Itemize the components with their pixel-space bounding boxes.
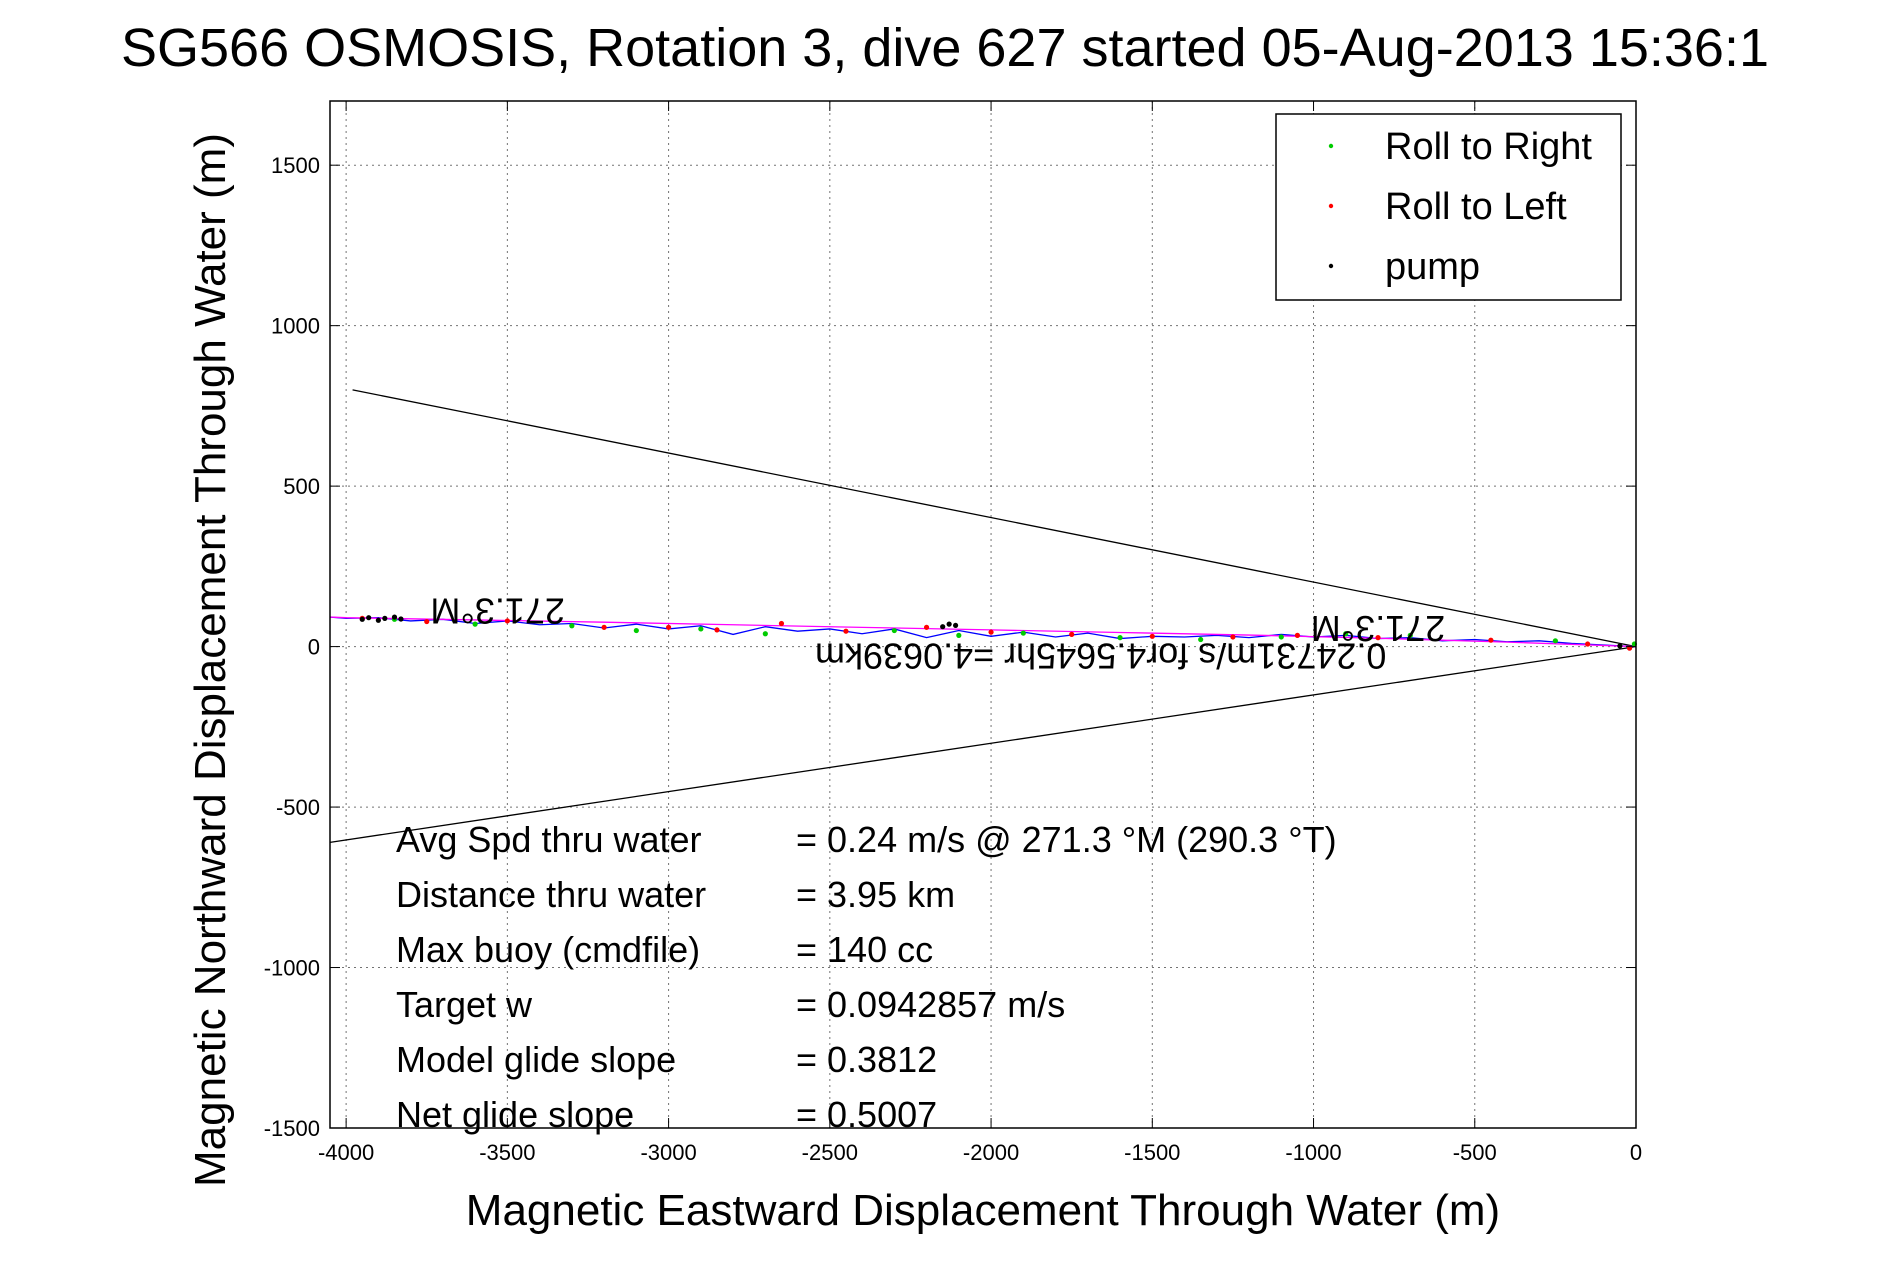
- legend-label: Roll to Left: [1385, 186, 1567, 228]
- stat-label: Net glide slope: [396, 1094, 634, 1135]
- reference-lines: [329, 389, 1637, 844]
- roll-left-marker: [1230, 634, 1236, 640]
- stat-label: Max buoy (cmdfile): [396, 929, 700, 970]
- y-tick-label: 1000: [271, 314, 320, 339]
- stat-value: = 0.24 m/s @ 271.3 °M (290.3 °T): [796, 819, 1337, 860]
- stat-label: Target w: [396, 984, 533, 1025]
- roll-left-marker: [1294, 632, 1301, 638]
- pump-marker: [946, 621, 952, 627]
- roll-left-marker: [424, 618, 430, 625]
- x-tick-label: -2000: [963, 1140, 1019, 1165]
- y-axis-label: Magnetic Northward Displacement Through …: [186, 133, 235, 1187]
- plot-frame: [329, 100, 1637, 1129]
- rotated-annotation: 0.24731m/s for4.5645hr =4.0639km: [815, 635, 1386, 676]
- pump-marker: [366, 615, 372, 621]
- reference-line: [329, 645, 1637, 844]
- x-tick-label: -500: [1453, 1140, 1497, 1165]
- roll-left-marker: [778, 620, 785, 627]
- y-tick-label: -500: [276, 795, 320, 820]
- x-tick-label: -1000: [1285, 1140, 1341, 1165]
- y-tick-label: -1000: [264, 956, 320, 981]
- roll-left-marker: [843, 628, 849, 634]
- roll-right-marker: [1343, 631, 1349, 637]
- rotated-annotation: 271.3°M: [1311, 608, 1445, 649]
- pump-marker: [398, 616, 404, 622]
- y-tick-label: -1500: [264, 1116, 320, 1141]
- roll-right-marker: [1278, 634, 1284, 640]
- x-tick-label: -3000: [640, 1140, 696, 1165]
- reference-line: [352, 389, 1637, 648]
- y-tick-label: 0: [308, 635, 320, 660]
- chart-title: SG566 OSMOSIS, Rotation 3, dive 627 star…: [121, 18, 1769, 78]
- stat-value: = 140 cc: [796, 929, 933, 970]
- roll-right-marker: [472, 621, 478, 627]
- roll-right-marker: [1117, 635, 1123, 641]
- pump-marker: [359, 616, 365, 622]
- roll-right-marker: [891, 627, 897, 634]
- roll-right-marker: [569, 623, 575, 629]
- y-tick-label: 1500: [271, 153, 320, 178]
- roll-left-marker: [1375, 635, 1381, 641]
- stat-value: = 0.5007: [796, 1094, 937, 1135]
- stat-label: Model glide slope: [396, 1039, 676, 1080]
- roll-left-marker: [1585, 641, 1591, 647]
- pump-marker: [952, 622, 959, 629]
- roll-right-marker: [633, 627, 639, 634]
- legend: Roll to Right Roll to Left pump: [1275, 113, 1622, 301]
- pump-marker: [375, 617, 381, 623]
- roll-right-marker: [1407, 632, 1413, 638]
- stats-block: Avg Spd thru water = 0.24 m/s @ 271.3 °M …: [396, 819, 1337, 1135]
- rotated-annotation: 271.3°M: [430, 590, 564, 631]
- pump-marker: [1617, 643, 1623, 649]
- pump-marker: [940, 624, 946, 630]
- roll-left-marker: [665, 624, 672, 630]
- roll-right-marker: [762, 631, 768, 637]
- roll-left-marker: [1069, 631, 1075, 637]
- annotations: 271.3°M 271.3°M0.24731m/s for4.5645hr =4.…: [430, 590, 1445, 676]
- roll-left-marker: [988, 629, 994, 635]
- roll-left-marker: [601, 624, 607, 630]
- stat-value: = 0.0942857 m/s: [796, 984, 1065, 1025]
- stat-value: = 3.95 km: [796, 874, 955, 915]
- roll-right-marker: [1020, 630, 1026, 636]
- legend-label: Roll to Right: [1385, 126, 1592, 168]
- axis-ticks: -4000 -3500 -3000 -2500 -2000 -1500 -1000 -500 0…: [264, 101, 1642, 1165]
- legend-box: [1275, 113, 1622, 301]
- x-tick-label: -4000: [318, 1140, 374, 1165]
- roll-right-marker: [698, 626, 704, 632]
- x-tick-label: -3500: [479, 1140, 535, 1165]
- x-axis-label: Magnetic Eastward Displacement Through W…: [466, 1186, 1500, 1235]
- stat-value: = 0.3812: [796, 1039, 937, 1080]
- x-tick-label: 0: [1630, 1140, 1642, 1165]
- roll-right-marker: [1198, 636, 1204, 643]
- pump-marker: [391, 614, 398, 620]
- series-line: [329, 616, 1637, 648]
- stat-label: Distance thru water: [396, 874, 706, 915]
- legend-marker: [1328, 143, 1334, 149]
- roll-right-marker: [1552, 638, 1558, 644]
- roll-left-marker: [714, 627, 720, 633]
- roll-right-marker: [956, 632, 962, 638]
- stat-label: Avg Spd thru water: [396, 819, 702, 860]
- legend-marker: [1328, 263, 1334, 269]
- pump-marker: [382, 615, 388, 621]
- legend-label: pump: [1385, 246, 1480, 288]
- y-tick-label: 500: [283, 474, 320, 499]
- legend-marker: [1328, 203, 1334, 209]
- roll-left-marker: [923, 624, 930, 630]
- x-tick-label: -1500: [1124, 1140, 1180, 1165]
- roll-left-marker: [1149, 633, 1155, 639]
- roll-left-marker: [504, 618, 510, 624]
- roll-left-marker: [1488, 637, 1494, 643]
- x-tick-label: -2500: [802, 1140, 858, 1165]
